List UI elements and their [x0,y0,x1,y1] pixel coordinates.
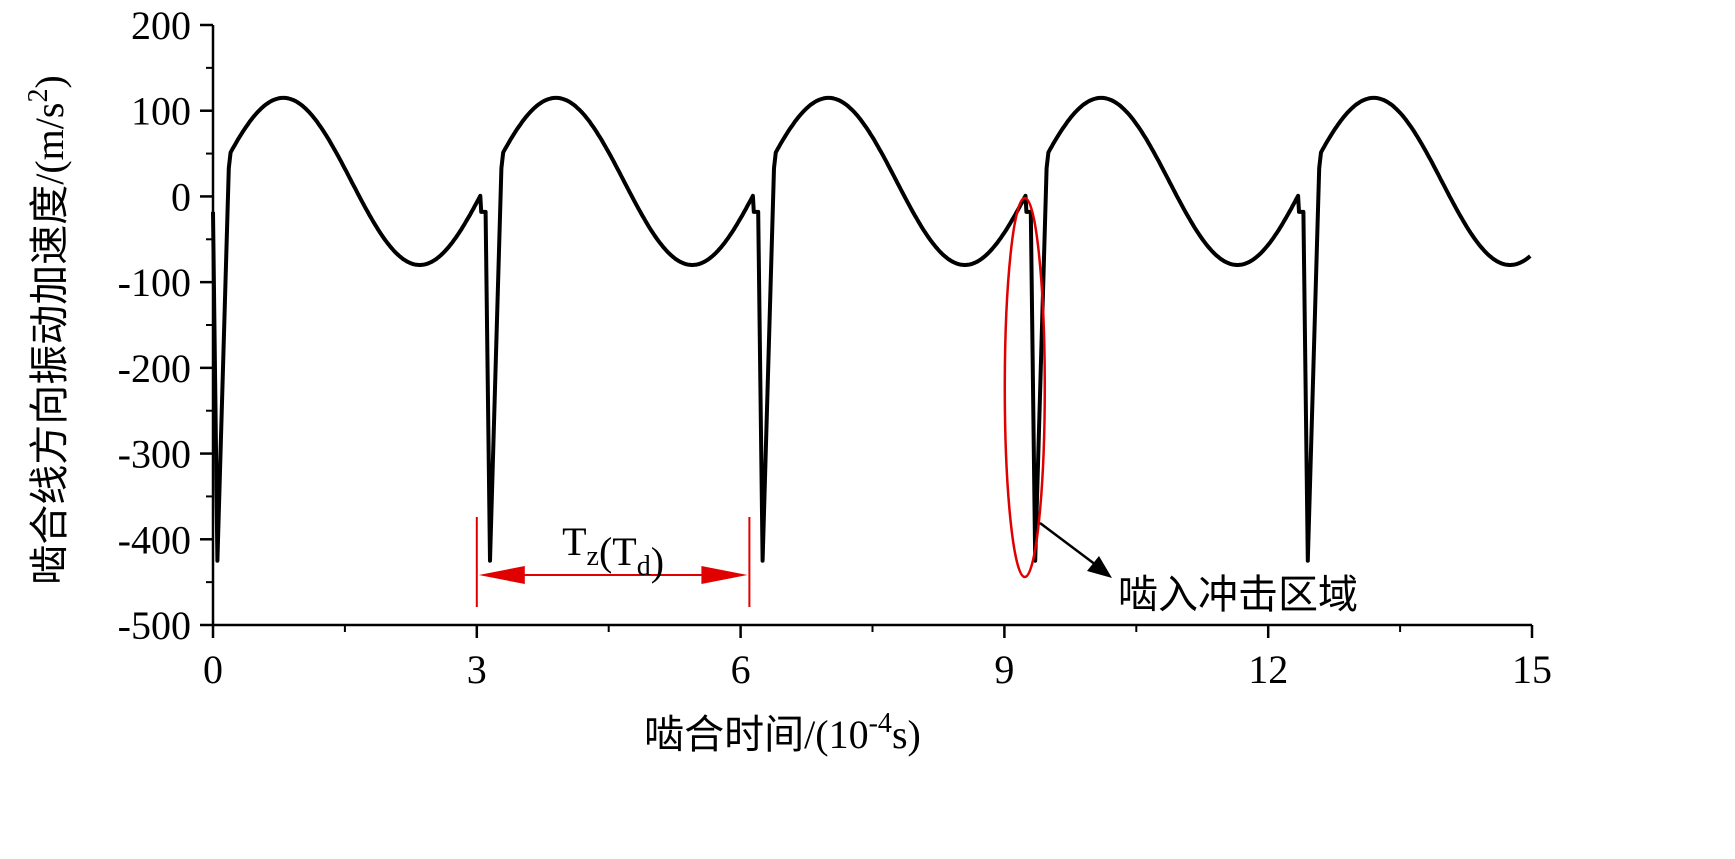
x-tick-label: 15 [1512,647,1552,692]
y-tick-label: -200 [118,346,191,391]
x-tick-label: 3 [467,647,487,692]
impact-label: 啮入冲击区域 [1118,572,1358,617]
series-line [211,95,1532,563]
x-axis-title: 啮合时间/(10-4s) [644,708,921,757]
y-tick-label: -400 [118,517,191,562]
impact-pointer-arrowhead [1087,556,1112,578]
y-tick-label: 200 [131,3,191,48]
series-group [211,95,1532,563]
impact-ellipse [1003,196,1047,579]
period-arrowhead-right [701,566,748,584]
y-tick-label: 0 [171,174,191,219]
y-axis-title: 啮合线方向振动加速度/(m/s2) [23,75,72,585]
x-tick-label: 6 [731,647,751,692]
x-tick-label: 0 [203,647,223,692]
impact-pointer-line [1039,522,1101,569]
y-tick-label: -300 [118,432,191,477]
axis-titles: 啮合时间/(10-4s) 啮合线方向振动加速度/(m/s2) [23,75,921,757]
y-tick-label: -100 [118,260,191,305]
period-label: Tz(Td) [562,519,664,584]
annotations: Tz(Td) 啮入冲击区域 [475,196,1358,617]
ticks: 200 100 0 -100 -200 -300 -400 -500 0 3 6 9 12 15 [118,3,1552,692]
x-tick-label: 9 [994,647,1014,692]
y-tick-label: -500 [118,603,191,648]
y-tick-label: 100 [131,89,191,134]
period-arrowhead-left [478,566,525,584]
x-tick-label: 12 [1248,647,1288,692]
axes [211,25,1532,627]
